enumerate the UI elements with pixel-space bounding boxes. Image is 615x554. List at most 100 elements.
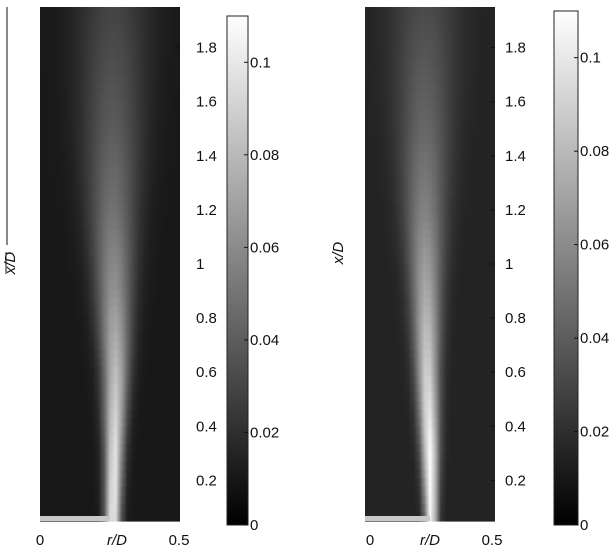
left-heatmap-row: [40, 469, 180, 479]
left-heatmap-row: [40, 101, 180, 111]
left-heatmap-row: [40, 289, 180, 299]
left-x-tick-label: 0: [36, 532, 44, 549]
right-colorbar-ticks: 0 0.02 0.04 0.06 0.08 0.1: [574, 50, 609, 534]
right-panel: 0.20.40.60.811.21.41.61.8 0 0.5 r/D x/D …: [330, 7, 609, 549]
left-heatmap-row: [40, 204, 180, 214]
right-heatmap-row: [365, 298, 495, 308]
left-colorbar-tick-label: 0.08: [250, 147, 279, 164]
left-y-tick-label: 0.4: [196, 418, 217, 435]
left-heatmap-row: [40, 503, 180, 514]
left-heatmap-row: [40, 229, 180, 239]
right-heatmap-row: [365, 332, 495, 342]
right-y-tick-label: 0.2: [505, 472, 526, 489]
left-y-tick-label: 0.8: [196, 310, 217, 327]
left-heatmap-row: [40, 486, 180, 496]
right-heatmap-row: [365, 495, 495, 505]
right-heatmap-row: [365, 323, 495, 334]
left-colorbar-ticks: 0 0.02 0.04 0.06 0.08 0.1: [244, 54, 279, 534]
right-nozzle-marker: [365, 516, 430, 521]
left-heatmap-row: [40, 75, 180, 85]
right-heatmap-row: [365, 7, 495, 17]
right-heatmap-row: [365, 435, 495, 445]
right-heatmap-row: [365, 204, 495, 214]
right-colorbar-tick-label: 0.04: [580, 330, 609, 347]
right-heatmap-row: [365, 229, 495, 239]
right-y-axis: 0.2 0.4 0.6 0.8 1 1.2 1.4 1.6 1.8: [491, 40, 526, 489]
left-colorbar-tick-label: 0: [250, 517, 258, 534]
left-heatmap-row: [40, 495, 180, 505]
right-heatmap-row: [365, 49, 495, 59]
left-heatmap-row: [40, 221, 180, 231]
right-heatmap-row: [365, 289, 495, 299]
left-y-tick-label: 1: [196, 256, 204, 273]
left-heatmap-row: [40, 32, 180, 42]
left-heatmap-row: [40, 443, 180, 454]
left-colorbar-tick-label: 0.02: [250, 425, 279, 442]
right-heatmap-row: [365, 84, 495, 94]
right-heatmap-layer: [365, 7, 495, 522]
right-y-tick-label: 0.8: [505, 310, 526, 327]
left-heatmap-row: [40, 298, 180, 308]
right-heatmap-row: [365, 383, 495, 394]
right-heatmap-row: [365, 195, 495, 205]
right-x-axis-label: r/D: [420, 532, 440, 549]
left-y-tick-label: 1.4: [196, 148, 217, 165]
right-heatmap-row: [365, 272, 495, 282]
right-heatmap-row: [365, 426, 495, 436]
left-x-axis: 0 0.5 r/D: [36, 532, 190, 549]
left-y-tick-label: 0.6: [196, 364, 217, 381]
left-heatmap-row: [40, 323, 180, 334]
right-heatmap-row: [365, 161, 495, 171]
left-colorbar-bar: [226, 15, 249, 526]
right-heatmap-row: [365, 409, 495, 419]
left-heatmap-row: [40, 435, 180, 445]
right-heatmap-row: [365, 478, 495, 488]
right-x-tick-label: 0.5: [482, 532, 503, 549]
right-y-tick-label: 0.4: [505, 418, 526, 435]
left-x-tick-label: 0.5: [169, 532, 190, 549]
right-heatmap-row: [365, 32, 495, 42]
left-heatmap-row: [40, 195, 180, 205]
left-heatmap-layer: [40, 7, 180, 522]
right-heatmap-row: [365, 221, 495, 231]
left-y-tick-label: 1.2: [196, 202, 217, 219]
right-y-tick-label: 1.2: [505, 202, 526, 219]
right-heatmap-row: [365, 469, 495, 479]
right-heatmap-row: [365, 212, 495, 222]
right-heatmap-row: [365, 169, 495, 179]
left-heatmap-row: [40, 401, 180, 411]
left-heatmap-row: [40, 383, 180, 394]
left-heatmap-row: [40, 255, 180, 265]
right-colorbar: 0 0.02 0.04 0.06 0.08 0.1: [553, 10, 609, 534]
right-colorbar-tick-label: 0.1: [580, 50, 601, 67]
right-colorbar-tick-label: 0: [580, 517, 588, 534]
left-heatmap-row: [40, 264, 180, 274]
right-heatmap-row: [365, 392, 495, 402]
left-panel: 0.20.40.60.811.21.41.61.8 0 0.5 r/D x/D …: [2, 7, 279, 549]
left-colorbar-tick-label: 0.1: [250, 54, 271, 71]
left-heatmap-row: [40, 306, 180, 316]
right-heatmap-row: [365, 58, 495, 68]
right-heatmap-row: [365, 66, 495, 77]
right-heatmap-row: [365, 315, 495, 325]
right-heatmap-row: [365, 443, 495, 454]
right-heatmap-row: [365, 178, 495, 188]
right-x-axis: 0 0.5 r/D: [366, 532, 503, 549]
left-heatmap-row: [40, 315, 180, 325]
right-heatmap-row: [365, 92, 495, 102]
right-heatmap-row: [365, 118, 495, 128]
right-heatmap-row: [365, 238, 495, 248]
right-y-tick-label: 1.8: [505, 40, 526, 57]
right-heatmap-row: [365, 152, 495, 162]
right-colorbar-tick-label: 0.06: [580, 237, 609, 254]
right-heatmap-row: [365, 366, 495, 376]
left-nozzle-marker: [40, 516, 110, 521]
right-heatmap-row: [365, 358, 495, 368]
left-heatmap-row: [40, 49, 180, 59]
left-heatmap-row: [40, 349, 180, 359]
left-heatmap-row: [40, 24, 180, 34]
left-heatmap-row: [40, 332, 180, 342]
right-heatmap-row: [365, 486, 495, 496]
left-heatmap-row: [40, 41, 180, 51]
